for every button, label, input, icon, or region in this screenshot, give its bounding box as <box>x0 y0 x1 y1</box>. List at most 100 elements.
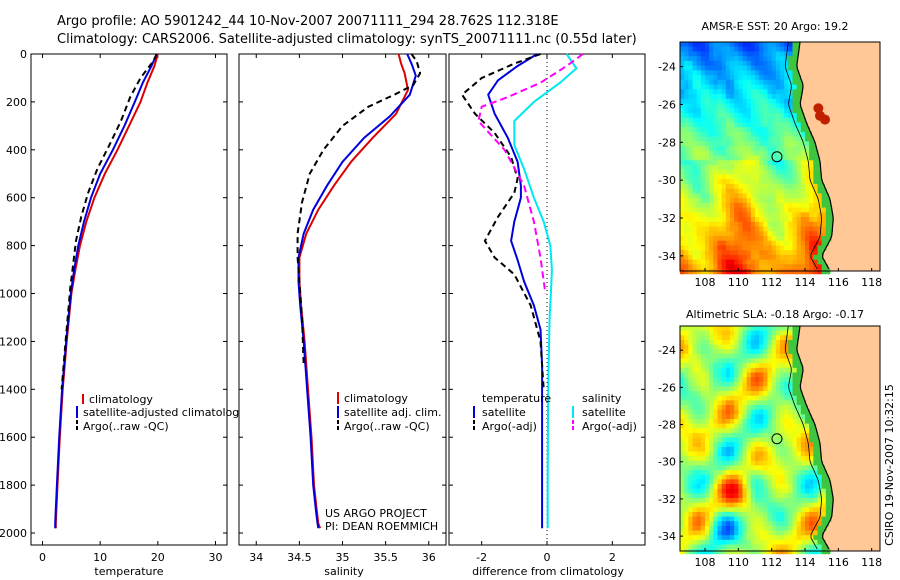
sst_map-cell <box>780 51 785 57</box>
sla_map-cell <box>759 442 764 448</box>
sla_map-cell <box>709 549 714 555</box>
sst_map-cell <box>721 240 727 246</box>
sla_map-cell <box>775 377 781 383</box>
sla_map-cell <box>684 353 689 359</box>
sst_map-cell <box>709 70 714 76</box>
sla_map-cell <box>767 400 773 406</box>
sst_map-cell <box>688 169 693 175</box>
sst_map-cell <box>792 259 798 265</box>
sst_map-cell <box>734 245 739 251</box>
sla_map-cell <box>717 418 723 425</box>
sst_map-cell <box>813 155 818 161</box>
sst_map-cell <box>780 84 785 90</box>
sla_map-cell <box>717 381 723 387</box>
sst_map-cell <box>688 127 693 133</box>
sst_map-cell <box>821 183 825 190</box>
sla_map-cell <box>800 446 806 452</box>
sst_map-cell <box>738 217 743 223</box>
sst_map-cell <box>680 226 685 232</box>
sst_map-cell <box>809 231 814 237</box>
sst_map-cell <box>692 193 698 199</box>
salinity-xtick-label: 35.5 <box>373 551 398 564</box>
sst_map-cell <box>780 122 785 128</box>
sst_map-cell <box>688 245 693 251</box>
sst_map-cell <box>680 65 685 71</box>
sst_map-cell <box>792 183 798 190</box>
sla_map-cell <box>780 488 785 494</box>
sla_map-cell <box>771 363 777 369</box>
sst_map-cell <box>767 65 773 71</box>
sla_map-cell <box>796 432 802 438</box>
sst_map-cell <box>730 250 735 256</box>
sst_map-cell <box>680 108 685 114</box>
sst_map-cell <box>742 240 748 246</box>
sst_map-cell <box>784 250 789 256</box>
sla_map-cell <box>767 451 773 457</box>
sla_map-cell <box>709 488 714 494</box>
sla_map-cell <box>705 344 710 350</box>
sla_map-cell <box>746 358 752 364</box>
sla_map-cell <box>696 484 702 490</box>
sla_map-cell <box>746 498 752 504</box>
sst_map-cell <box>717 42 723 48</box>
sla_map-cell <box>775 363 781 369</box>
sla_map-cell <box>696 363 702 369</box>
sst_map-cell <box>717 169 723 175</box>
sla_map-cell <box>796 372 802 378</box>
sla_map-xtick-label: 110 <box>728 556 749 569</box>
sla_map-cell <box>721 511 727 517</box>
sst_map-cell <box>734 122 739 128</box>
sst_map-cell <box>684 60 689 67</box>
sla_map-cell <box>780 367 785 373</box>
sst_map-cell <box>788 269 793 275</box>
sst_map-cell <box>680 42 685 48</box>
sst_map-cell <box>705 56 710 62</box>
sla_map-cell <box>696 479 702 485</box>
sst_map-cell <box>809 174 814 180</box>
sla_map-cell <box>763 507 768 513</box>
sst_map-cell <box>805 207 810 213</box>
sst_map-cell <box>767 240 773 246</box>
sla_map-cell <box>792 549 798 555</box>
sla_map-cell <box>692 395 698 401</box>
sla_map-cell <box>688 488 693 494</box>
sst_map-cell <box>771 235 777 242</box>
sst_map-cell <box>696 146 702 152</box>
sla_map-cell <box>821 479 827 485</box>
sla_map-cell <box>734 391 739 397</box>
sla_map-cell <box>725 470 731 476</box>
sst_map-cell <box>780 108 785 114</box>
sst_map-cell <box>734 264 739 270</box>
sla_map-cell <box>805 525 810 531</box>
sla_map-cell <box>684 539 689 545</box>
sst_map-cell <box>821 226 827 232</box>
sst_map-cell <box>780 179 785 185</box>
sst_map-cell <box>763 60 768 67</box>
sst_map-cell <box>784 221 789 227</box>
sst_map-cell <box>734 231 739 237</box>
sst_map-cell <box>738 70 743 76</box>
sla_map-cell <box>721 395 727 401</box>
sst_map-cell <box>750 155 756 161</box>
sla_map-cell <box>746 418 752 425</box>
sla_map-cell <box>771 339 777 345</box>
sla_map-cell <box>696 391 702 397</box>
sst_map-cell <box>692 89 698 95</box>
sla_map-cell <box>713 381 718 387</box>
sla_map-cell <box>805 470 810 476</box>
sla_map-cell <box>742 414 748 420</box>
sla_map-cell <box>788 395 793 401</box>
sla_map-cell <box>721 330 727 336</box>
sst_map-cell <box>809 235 814 242</box>
sst_map-cell <box>746 60 752 67</box>
sla_map-cell <box>738 428 743 434</box>
sla_map-cell <box>792 414 798 420</box>
sla_map-cell <box>784 484 789 490</box>
sst_map-cell <box>796 155 802 161</box>
sla_map-cell <box>738 507 743 513</box>
sla_map-cell <box>734 516 739 522</box>
sst_map-cell <box>788 221 793 227</box>
sla_map-cell <box>767 395 773 401</box>
sla_map-cell <box>713 498 718 504</box>
